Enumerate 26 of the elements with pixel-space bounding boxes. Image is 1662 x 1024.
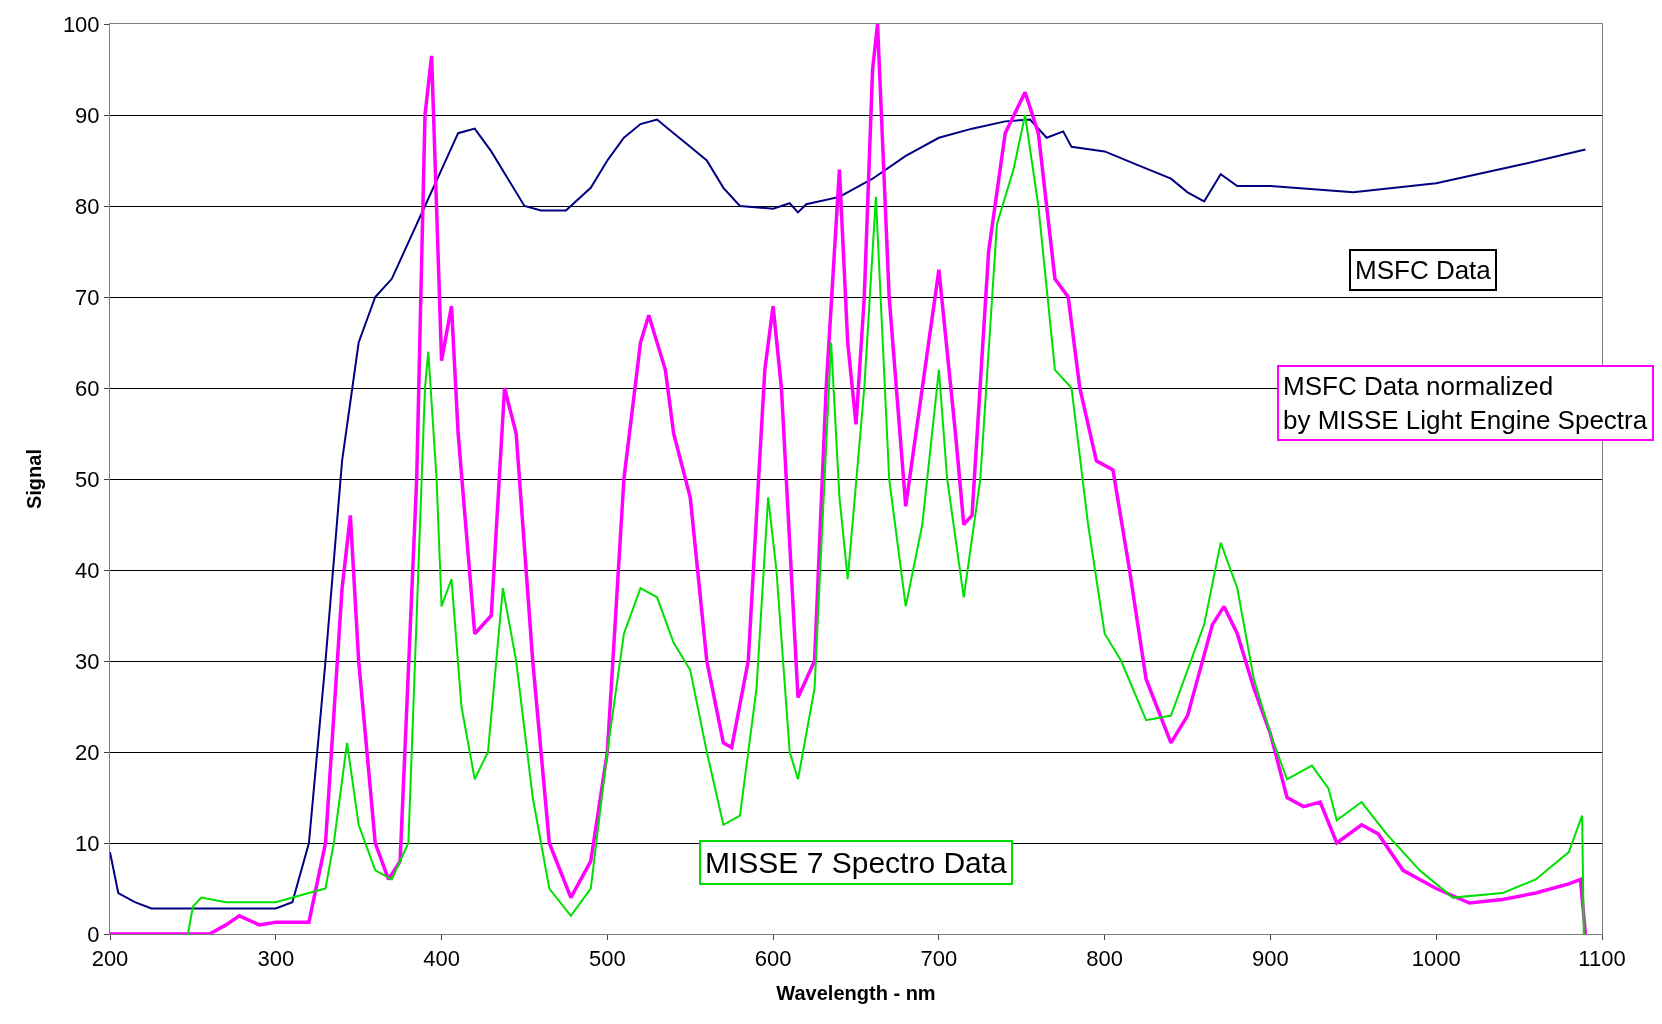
y-axis-title: Signal [23, 448, 46, 510]
y-tick-label: 100 [62, 11, 100, 37]
y-tick-label: 60 [75, 375, 100, 401]
x-tick-label: 1100 [1578, 946, 1626, 972]
y-tick-label: 50 [75, 466, 100, 492]
y-tick-label: 70 [75, 284, 100, 310]
y-tick-label: 10 [75, 830, 100, 856]
x-tick-label: 800 [1086, 946, 1124, 972]
y-tick-label: 80 [75, 193, 100, 219]
x-tick-label: 600 [754, 946, 792, 972]
x-axis-title: Wavelength - nm [776, 981, 936, 1004]
x-tick-label: 700 [920, 946, 958, 972]
y-tick-label: 40 [75, 557, 100, 583]
y-tick-label: 30 [75, 648, 100, 674]
x-tick-label: 300 [257, 946, 295, 972]
x-tick-label: 900 [1252, 946, 1289, 972]
x-tick-label: 400 [423, 946, 460, 972]
x-tick-label: 500 [588, 946, 626, 972]
y-tick-label: 0 [87, 921, 100, 947]
text: MSFC Data normalized by MISSE Light Engine Spectra [1283, 371, 1648, 435]
x-tick-label: 1000 [1411, 946, 1461, 972]
text: MSFC Data [1355, 255, 1492, 285]
series-label: MISSE 7 Spectro Data [705, 846, 1008, 879]
y-tick-label: 20 [75, 739, 100, 765]
y-tick-label: 90 [75, 102, 100, 128]
x-tick-label: 200 [91, 946, 129, 972]
